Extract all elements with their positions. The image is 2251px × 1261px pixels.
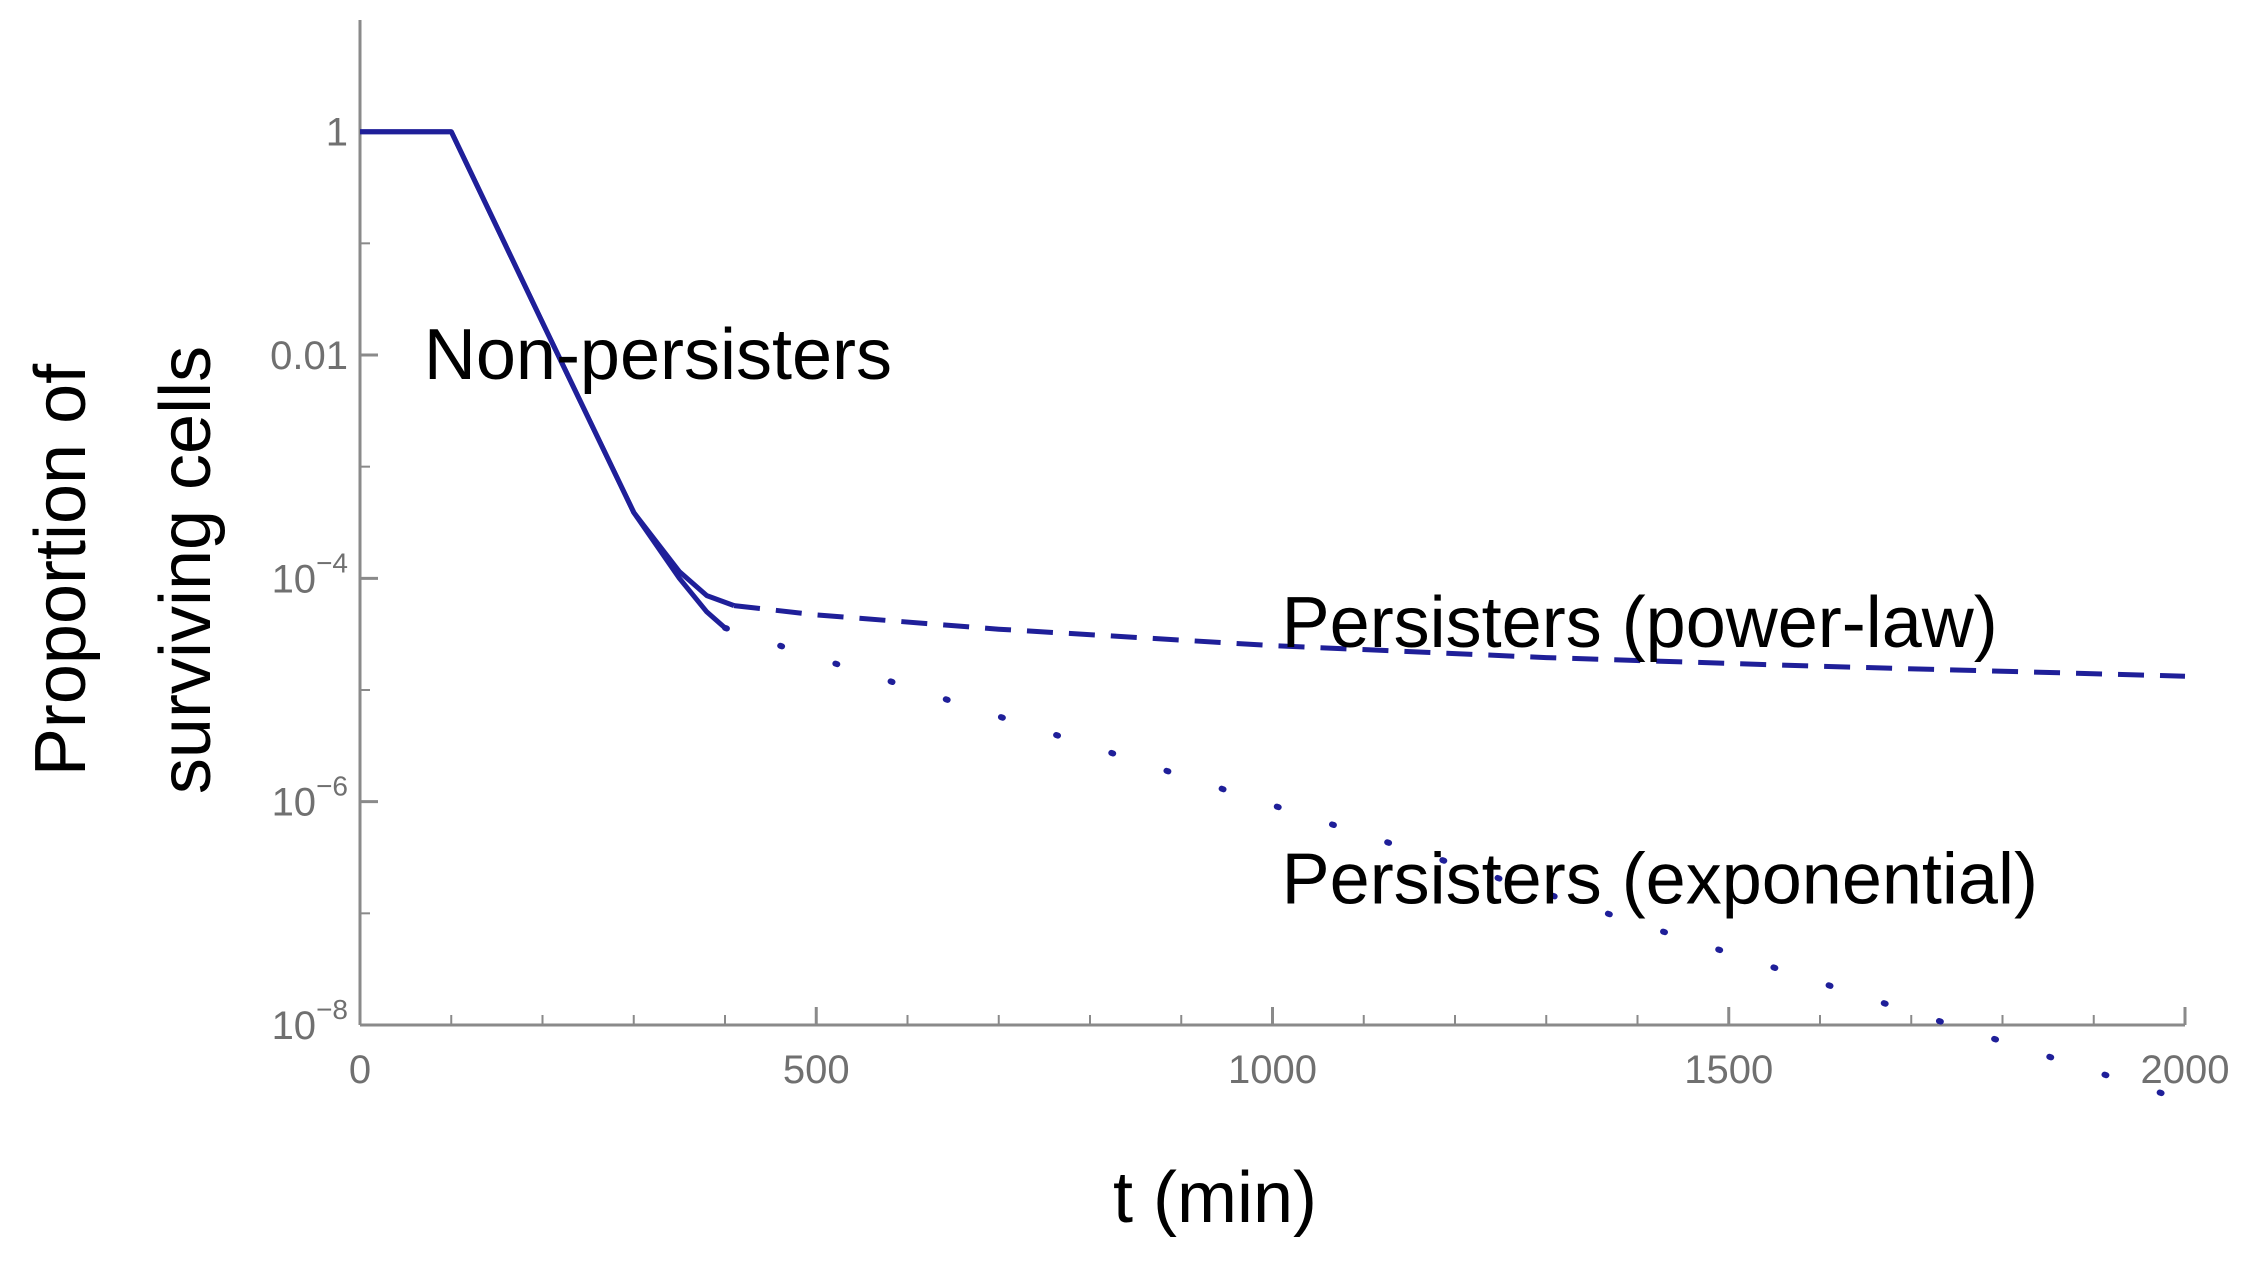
- y-tick-label: 1: [326, 111, 348, 155]
- series-group: [360, 129, 2188, 1104]
- y-tick-exponent: −6: [316, 771, 348, 802]
- x-tick-label: 1500: [1684, 1048, 1773, 1092]
- y-tick-base: 10: [272, 1004, 317, 1048]
- y-axis-title-line-2: surviving cells: [146, 346, 226, 794]
- y-tick-base: 10: [272, 557, 317, 601]
- y-tick-label: 0.01: [270, 334, 348, 378]
- y-tick-exponent: −8: [316, 994, 348, 1025]
- x-tick-label: 0: [349, 1048, 371, 1092]
- annotation-label: Non-persisters: [424, 315, 892, 395]
- x-axis-title: t (min): [1113, 1158, 1317, 1238]
- labels: t (min) Proportion of surviving cells: [21, 346, 1317, 1238]
- annotation-label: Persisters (power-law): [1282, 583, 1998, 663]
- x-tick-label: 500: [783, 1048, 850, 1092]
- x-tick-label: 1000: [1228, 1048, 1317, 1092]
- y-tick-label: 10−6: [272, 771, 348, 825]
- y-tick-base: 0.01: [270, 334, 348, 378]
- y-tick-exponent: −4: [316, 547, 348, 578]
- y-tick-base: 10: [272, 781, 317, 825]
- y-tick-label: 10−8: [272, 994, 348, 1048]
- annotation-label: Persisters (exponential): [1282, 840, 2038, 920]
- y-tick-base: 1: [326, 111, 348, 155]
- x-tick-label: 2000: [2141, 1048, 2230, 1092]
- annotations: Non-persisters Persisters (power-law) Pers…: [424, 315, 2038, 920]
- y-axis-title-line-1: Proportion of: [21, 363, 101, 776]
- series-line-solid: [360, 129, 727, 630]
- y-tick-label: 10−4: [272, 547, 348, 601]
